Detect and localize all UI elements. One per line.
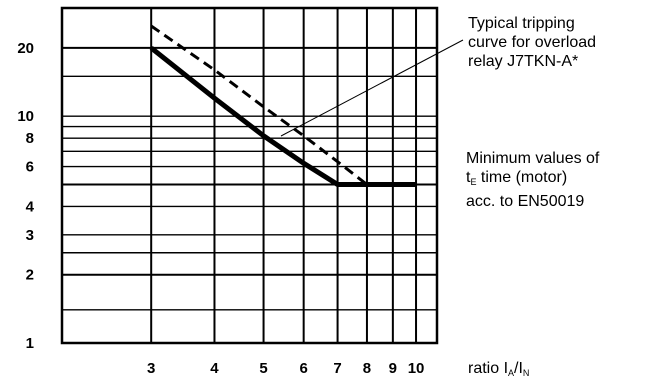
y-tick-label: 2 xyxy=(26,267,34,284)
tripping-curve-annotation: Typical tripping curve for overload rela… xyxy=(468,14,596,71)
x-axis-tick-labels: 3 4 5 6 7 8 9 10 xyxy=(147,360,424,377)
minimum-annotation-line-1: Minimum values of xyxy=(466,150,600,167)
series-line-tripping-curve xyxy=(150,24,368,186)
y-tick-label: 4 xyxy=(26,198,35,215)
tripping-annotation-line-3: relay J7TKN-A* xyxy=(468,53,579,70)
y-tick-label: 3 xyxy=(26,227,34,244)
x-axis-label-prefix: ratio I xyxy=(468,360,509,377)
y-tick-label: 20 xyxy=(17,40,34,57)
minimum-annotation-line-2-rest: time (motor) xyxy=(476,169,568,186)
x-tick-label: 10 xyxy=(408,360,425,377)
x-tick-label: 3 xyxy=(147,360,155,377)
x-tick-label: 6 xyxy=(299,360,307,377)
x-tick-label: 5 xyxy=(259,360,267,377)
x-axis-label-sub-a: A xyxy=(508,368,515,378)
y-tick-label: 8 xyxy=(26,130,34,147)
x-axis-label: ratio IA/IN xyxy=(468,360,529,378)
x-tick-label: 9 xyxy=(389,360,397,377)
y-tick-label: 10 xyxy=(17,108,34,125)
tripping-annotation-line-2: curve for overload xyxy=(468,34,597,51)
minimum-annotation-subscript: E xyxy=(470,177,477,187)
x-tick-label: 8 xyxy=(363,360,371,377)
minimum-annotation-line-2: tE time (motor) xyxy=(466,168,599,192)
x-axis-label-sub-n: N xyxy=(522,368,530,378)
minimum-annotation-t: t xyxy=(466,169,471,186)
annotation-leader-line xyxy=(280,39,464,137)
minimum-values-annotation: Minimum values of tE time (motor) acc. t… xyxy=(466,149,599,211)
x-axis-label-mid: /I xyxy=(514,360,523,377)
tripping-annotation-line-1: Typical tripping xyxy=(468,15,575,32)
y-tick-label: 6 xyxy=(26,159,34,176)
plot-frame xyxy=(60,6,439,345)
y-axis-tick-labels: 1 2 3 4 6 8 10 20 xyxy=(17,40,34,352)
minimum-annotation-line-3: acc. to EN50019 xyxy=(466,193,585,210)
chart-grid xyxy=(60,6,439,345)
chart-series xyxy=(149,24,416,187)
y-tick-label: 1 xyxy=(26,335,34,352)
x-tick-label: 4 xyxy=(210,360,219,377)
series-line-minimum-values xyxy=(149,45,416,187)
x-tick-label: 7 xyxy=(333,360,341,377)
